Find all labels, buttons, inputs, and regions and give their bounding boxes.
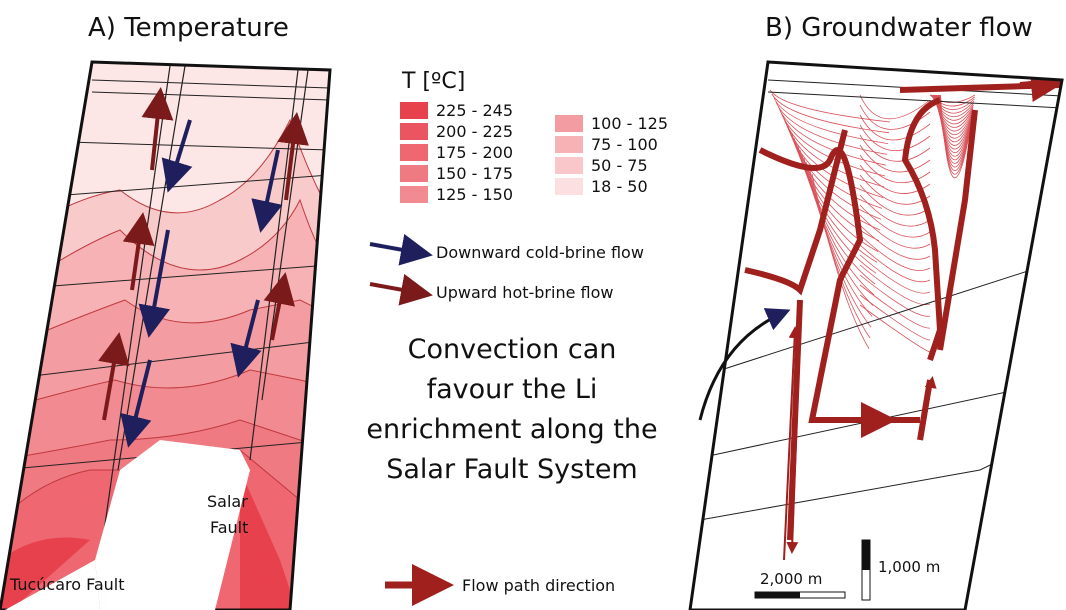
legend-label: 50 - 75 <box>591 156 648 175</box>
legend-arrow <box>370 284 425 294</box>
panel-a-title: A) Temperature <box>88 13 289 43</box>
flow-legend-label: Flow path direction <box>462 576 615 595</box>
legend-label: 175 - 200 <box>436 143 513 162</box>
legend-label: 150 - 175 <box>436 164 513 183</box>
fault-label: Tucúcaro Fault <box>9 575 125 594</box>
streamline <box>860 265 930 305</box>
legend-swatch <box>555 178 583 195</box>
scale-horizontal-label: 2,000 m <box>760 570 822 588</box>
legend-swatch <box>400 123 428 140</box>
fault-label: Salar <box>207 492 248 511</box>
legend-swatch <box>555 157 583 174</box>
figure: A) Temperature B) Groundwater flow Salar… <box>0 0 1066 610</box>
legend-swatch <box>400 144 428 161</box>
temperature-legend: 225 - 245 200 - 225 175 - 200 150 - 175 125 … <box>400 101 668 204</box>
legend-label: 125 - 150 <box>436 185 513 204</box>
flow-paths <box>745 85 1060 540</box>
streamline <box>860 275 930 316</box>
note: Convection can favour the Li enrichment al… <box>366 334 657 485</box>
legend-swatch <box>555 115 583 132</box>
note-line: Convection can <box>408 334 617 365</box>
streamline <box>770 90 890 122</box>
streamline <box>860 305 930 352</box>
fault-label: Fault <box>210 518 248 537</box>
legend-label: Upward hot-brine flow <box>436 283 613 302</box>
legend-label: 18 - 50 <box>591 177 648 196</box>
legend-swatch <box>400 186 428 203</box>
legend-swatch <box>400 102 428 119</box>
streamline <box>860 215 930 248</box>
figure-canvas: A) Temperature B) Groundwater flow Salar… <box>0 0 1066 610</box>
legend-label: 100 - 125 <box>591 114 668 133</box>
legend-label: 75 - 100 <box>591 135 658 154</box>
note-line: favour the Li <box>427 374 598 405</box>
arrow-legend: Downward cold-brine flow Upward hot-brine… <box>370 243 644 302</box>
legend-label: 200 - 225 <box>436 122 513 141</box>
streamline <box>860 155 930 183</box>
legend-label: 225 - 245 <box>436 101 513 120</box>
legend-label: Downward cold-brine flow <box>436 243 644 262</box>
streamline <box>860 195 930 226</box>
scale-vertical-label: 1,000 m <box>878 558 940 576</box>
legend-swatch <box>555 136 583 153</box>
legend-arrow <box>370 244 425 254</box>
legend-title: T [ºC] <box>401 69 465 94</box>
panel-b-title: B) Groundwater flow <box>765 13 1033 43</box>
streamline <box>860 205 930 237</box>
legend-swatch <box>400 165 428 182</box>
streamline <box>860 255 930 293</box>
streamline <box>860 295 930 340</box>
note-line: Salar Fault System <box>386 454 637 485</box>
flow-section <box>690 80 1062 560</box>
note-line: enrichment along the <box>366 414 657 445</box>
